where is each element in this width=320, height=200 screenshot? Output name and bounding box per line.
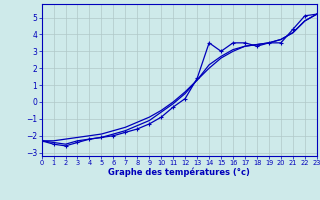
X-axis label: Graphe des températures (°c): Graphe des températures (°c) <box>108 168 250 177</box>
